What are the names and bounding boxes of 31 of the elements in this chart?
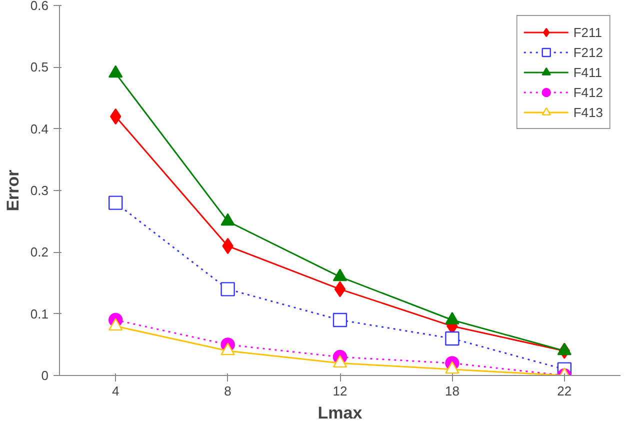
point [108,318,123,331]
x-tick-label: 18 [444,384,460,398]
legend-label: F411 [573,64,602,80]
y-axis-title: Error [3,169,22,212]
point [445,312,460,324]
point [334,281,346,298]
point [108,196,123,210]
point [220,342,235,356]
y-tick-label: 0.6 [30,0,49,13]
point [445,331,460,346]
y-tick-label: 0.5 [30,60,49,75]
point [332,268,348,282]
x-tick-label: 4 [112,384,120,398]
y-tick-label: 0.4 [30,121,49,136]
point [557,342,572,356]
legend-label: F412 [573,84,603,100]
y-tick-label: 0.1 [30,306,49,322]
x-axis-title: Lmax [318,404,363,422]
legend-label: F211 [573,24,602,40]
y-tick-label: 0.2 [30,244,49,260]
point [220,282,235,296]
x-tick-label: 8 [224,384,232,398]
point [332,355,348,368]
x-tick-label: 22 [557,384,572,398]
x-tick-label: 12 [332,384,348,398]
y-tick-label: 0 [41,368,49,383]
point [445,361,460,374]
legend-label: F212 [573,44,603,60]
y-tick-label: 0.3 [30,183,49,198]
legend-label: F413 [573,104,603,120]
point [332,312,348,328]
